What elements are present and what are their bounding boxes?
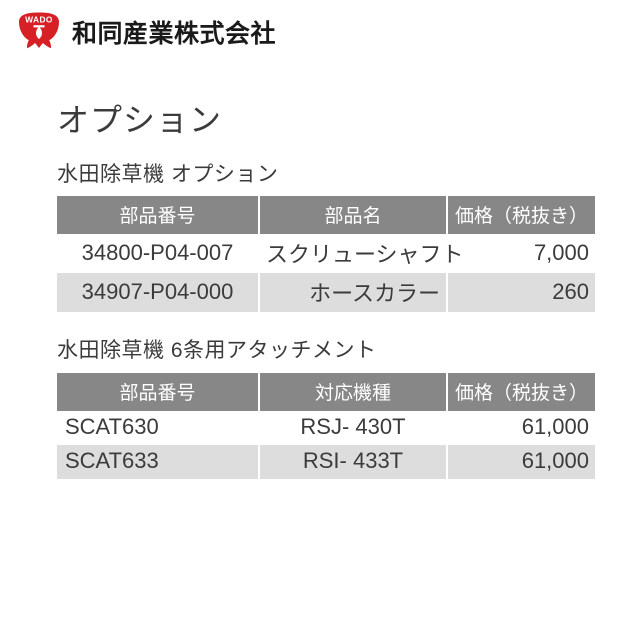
column-header-price: 価格（税抜き） (448, 372, 595, 411)
brand-header: WADO 和同産業株式会社 (0, 0, 640, 54)
table-header-row: 部品番号 対応機種 価格（税抜き） (57, 372, 595, 411)
column-header-part-name: 部品名 (260, 196, 446, 235)
page-title: オプション (57, 102, 223, 138)
section-title: 水田除草機 オプション (57, 163, 279, 187)
column-header-part-number: 部品番号 (57, 196, 258, 235)
company-name: 和同産業株式会社 (72, 19, 277, 48)
table-row: SCAT633 RSI- 433T 61,000 (57, 444, 595, 479)
section-attachment-parts: 水田除草機 6条用アタッチメント 部品番号 対応機種 価格（税抜き） SCAT6… (55, 338, 640, 479)
column-header-model: 対応機種 (260, 372, 446, 411)
cell-model: RSJ- 430T (260, 410, 446, 445)
section-title: 水田除草機 6条用アタッチメント (57, 339, 377, 363)
cell-part-number: SCAT630 (57, 410, 258, 445)
attachment-parts-table: 部品番号 対応機種 価格（税抜き） SCAT630 RSJ- 430T 61,0… (55, 372, 597, 479)
cell-part-name: ホースカラー (260, 273, 446, 313)
cell-part-number: SCAT633 (57, 444, 258, 479)
cell-part-number: 34907-P04-000 (57, 273, 258, 313)
table-row: 34907-P04-000 ホースカラー 260 (57, 273, 595, 313)
column-header-part-number: 部品番号 (57, 372, 258, 411)
cell-model: RSI- 433T (260, 444, 446, 479)
table-header-row: 部品番号 部品名 価格（税抜き） (57, 196, 595, 235)
page-body: オプション 水田除草機 オプション 部品番号 部品名 価格（税抜き） 34800… (0, 102, 640, 479)
cell-part-number: 34800-P04-007 (57, 234, 258, 274)
wado-logo-icon: WADO (16, 12, 62, 56)
cell-price: 7,000 (448, 234, 595, 274)
table-row: 34800-P04-007 スクリューシャフト 7,000 (57, 234, 595, 274)
cell-price: 61,000 (448, 410, 595, 445)
cell-part-name: スクリューシャフト (260, 234, 464, 274)
cell-price: 260 (448, 273, 595, 313)
svg-text:WADO: WADO (25, 15, 53, 25)
section-option-parts: 水田除草機 オプション 部品番号 部品名 価格（税抜き） 34800-P04-0… (55, 162, 640, 313)
cell-price: 61,000 (448, 444, 595, 479)
table-row: SCAT630 RSJ- 430T 61,000 (57, 410, 595, 445)
column-header-price: 価格（税抜き） (448, 196, 595, 235)
option-parts-table: 部品番号 部品名 価格（税抜き） 34800-P04-007 スクリューシャフト… (55, 196, 597, 313)
